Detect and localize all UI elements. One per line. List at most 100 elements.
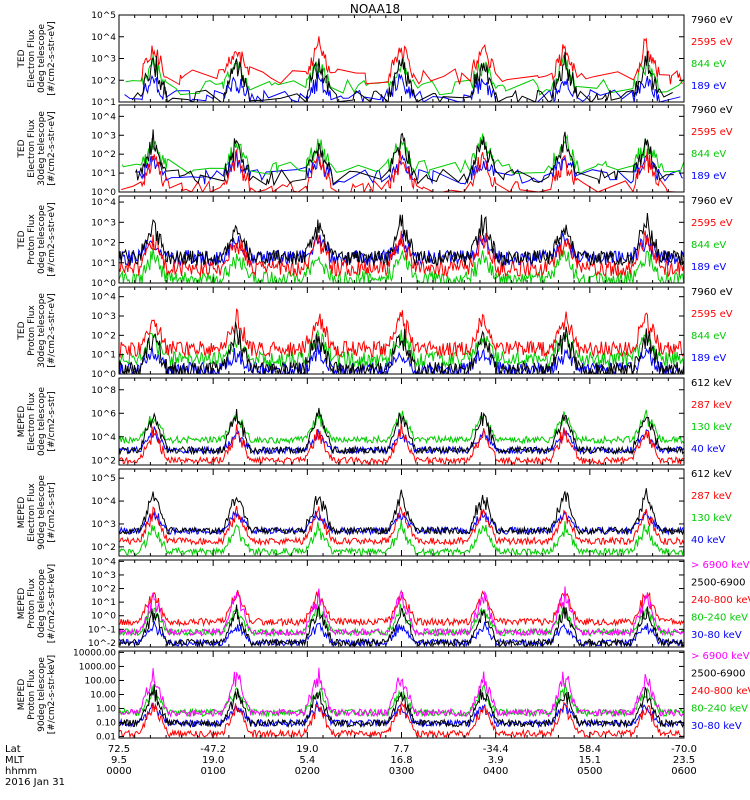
footer-date: 2016 Jan 31 bbox=[5, 777, 65, 788]
y-tick-label: 10^2 bbox=[91, 331, 116, 341]
y-tick-label: 10^8 bbox=[91, 386, 116, 396]
legend-channel: 844 eV bbox=[691, 240, 726, 251]
footer-mlt-value: 15.1 bbox=[579, 755, 601, 766]
footer-mlt-value: 16.8 bbox=[390, 755, 412, 766]
panel-6: 10^2 10^3 10^4 10^5 MEPEDElectron Flux90deg … bbox=[17, 468, 732, 557]
legend-channel: 7960 eV bbox=[691, 287, 733, 298]
y-tick-label: 10^3 bbox=[91, 131, 116, 141]
y-tick-label: 10^3 bbox=[91, 218, 116, 228]
y-tick-label: 10^2 bbox=[91, 543, 116, 553]
y-tick-label: 10^2 bbox=[91, 239, 116, 249]
legend-channel: 2595 eV bbox=[691, 218, 733, 229]
panel-8: 0.01 0.10 1.00 10.00 100.00 1000.00 10000.00 ME… bbox=[17, 648, 750, 742]
legend-channel: > 6900 keV bbox=[691, 651, 750, 662]
legend-channel: 844 eV bbox=[691, 59, 726, 70]
y-tick-label: 10^1 bbox=[91, 598, 116, 608]
y-tick-label: 10^3 bbox=[91, 55, 116, 65]
y-tick-label: 10^4 bbox=[91, 293, 116, 303]
y-tick-label: 10^0 bbox=[91, 279, 116, 289]
legend-channel: 2500-6900 bbox=[691, 578, 746, 589]
legend-channel: 612 keV bbox=[691, 469, 732, 480]
footer-lat-value: 72.5 bbox=[108, 744, 130, 755]
panel-2: 10^0 10^1 10^2 10^3 10^4 TEDElectron Flux30de… bbox=[17, 104, 733, 198]
legend-channel: 40 keV bbox=[691, 444, 725, 455]
legend-channel: 30-80 keV bbox=[691, 630, 742, 641]
y-tick-label: 10^6 bbox=[91, 409, 116, 419]
footer-lat-value: 58.4 bbox=[579, 744, 601, 755]
footer-lat-label: Lat bbox=[5, 744, 21, 755]
legend-channel: 80-240 keV bbox=[691, 613, 748, 624]
y-tick-label: 10^1 bbox=[91, 351, 116, 361]
y-tick-label: 1.00 bbox=[96, 705, 116, 715]
legend-channel: 40 keV bbox=[691, 535, 725, 546]
legend-channel: 80-240 keV bbox=[691, 704, 748, 715]
panel-7: 10^-2 10^-1 10^0 10^1 10^2 10^3 10^4 MEPEDProto… bbox=[17, 557, 750, 649]
legend-channel: 130 keV bbox=[691, 513, 732, 524]
legend-channel: 287 keV bbox=[691, 400, 732, 411]
panel-1: 10^1 10^2 10^3 10^4 10^5 TEDElectron Flux0deg… bbox=[17, 11, 733, 108]
y-axis-label: TEDElectron Flux0deg telescope[#/cm2-s-s… bbox=[17, 21, 57, 96]
footer-mlt-label: MLT bbox=[5, 755, 25, 766]
footer-hhmm-value: 0500 bbox=[577, 766, 602, 777]
y-tick-label: 10^4 bbox=[91, 112, 116, 122]
y-tick-label: 10^3 bbox=[91, 571, 116, 581]
y-tick-label: 10^5 bbox=[91, 474, 116, 484]
legend-channel: 2595 eV bbox=[691, 127, 733, 138]
legend-channel: 189 eV bbox=[691, 81, 726, 92]
footer-hhmm-value: 0000 bbox=[106, 766, 131, 777]
y-tick-label: 10^4 bbox=[91, 433, 116, 443]
y-tick-label: 10^2 bbox=[91, 456, 116, 466]
y-tick-label: 10^2 bbox=[91, 585, 116, 595]
footer-mlt-value: 9.5 bbox=[111, 755, 127, 766]
y-axis-label: MEPEDProton Flux90deg telescope[#/cm2-s-… bbox=[17, 655, 57, 734]
footer-hhmm-label: hhmm bbox=[5, 766, 37, 777]
footer-hhmm-value: 0100 bbox=[200, 766, 225, 777]
y-tick-label: 10^4 bbox=[91, 198, 116, 208]
y-tick-label: 10^1 bbox=[91, 98, 116, 108]
y-tick-label: 10000.00 bbox=[73, 648, 116, 658]
footer-mlt-value: 19.0 bbox=[202, 755, 224, 766]
y-tick-label: 10^5 bbox=[91, 11, 116, 21]
y-tick-label: 10^-2 bbox=[88, 639, 116, 649]
y-tick-label: 0.10 bbox=[96, 719, 116, 729]
footer-hhmm-value: 0400 bbox=[483, 766, 508, 777]
y-axis-label: TEDProton Flux30deg telescope[#/cm2-s-st… bbox=[17, 293, 57, 368]
y-tick-label: 1000.00 bbox=[79, 662, 116, 672]
legend-channel: 612 keV bbox=[691, 378, 732, 389]
y-tick-label: 10^1 bbox=[91, 259, 116, 269]
footer-lat-value: -34.4 bbox=[483, 744, 509, 755]
legend-channel: 2595 eV bbox=[691, 309, 733, 320]
legend-channel: > 6900 keV bbox=[691, 560, 750, 571]
chart-title: NOAA18 bbox=[350, 2, 400, 16]
y-tick-label: 10.00 bbox=[90, 691, 116, 701]
y-axis-label: TEDProton Flux0deg telescope[#/cm2-s-str… bbox=[17, 202, 57, 277]
y-axis-label: MEPEDProton Flux0deg telescope[#/cm2-s-s… bbox=[17, 564, 57, 643]
y-tick-label: 10^-1 bbox=[88, 625, 116, 635]
y-tick-label: 10^0 bbox=[91, 370, 116, 380]
y-tick-label: 10^3 bbox=[91, 312, 116, 322]
y-tick-label: 10^4 bbox=[91, 557, 116, 567]
y-tick-label: 10^1 bbox=[91, 169, 116, 179]
footer-lat-value: 7.7 bbox=[394, 744, 410, 755]
panel-5: 10^2 10^4 10^6 10^8 MEPEDElectron Flux0deg t… bbox=[17, 377, 732, 466]
legend-channel: 2500-6900 bbox=[691, 669, 746, 680]
footer-hhmm-value: 0300 bbox=[389, 766, 414, 777]
legend-channel: 844 eV bbox=[691, 331, 726, 342]
legend-channel: 130 keV bbox=[691, 422, 732, 433]
legend-channel: 189 eV bbox=[691, 171, 726, 182]
legend-channel: 240-800 keV bbox=[691, 595, 750, 606]
legend-channel: 30-80 keV bbox=[691, 721, 742, 732]
legend-channel: 7960 eV bbox=[691, 196, 733, 207]
legend-channel: 844 eV bbox=[691, 149, 726, 160]
legend-channel: 240-800 keV bbox=[691, 686, 750, 697]
legend-channel: 189 eV bbox=[691, 353, 726, 364]
legend-channel: 7960 eV bbox=[691, 105, 733, 116]
footer-lat-value: -70.0 bbox=[671, 744, 697, 755]
footer-lat-value: 19.0 bbox=[296, 744, 318, 755]
y-tick-label: 10^0 bbox=[91, 612, 116, 622]
legend-channel: 287 keV bbox=[691, 491, 732, 502]
footer-mlt-value: 23.5 bbox=[673, 755, 695, 766]
footer-mlt-value: 5.4 bbox=[299, 755, 315, 766]
y-tick-label: 100.00 bbox=[85, 676, 117, 686]
